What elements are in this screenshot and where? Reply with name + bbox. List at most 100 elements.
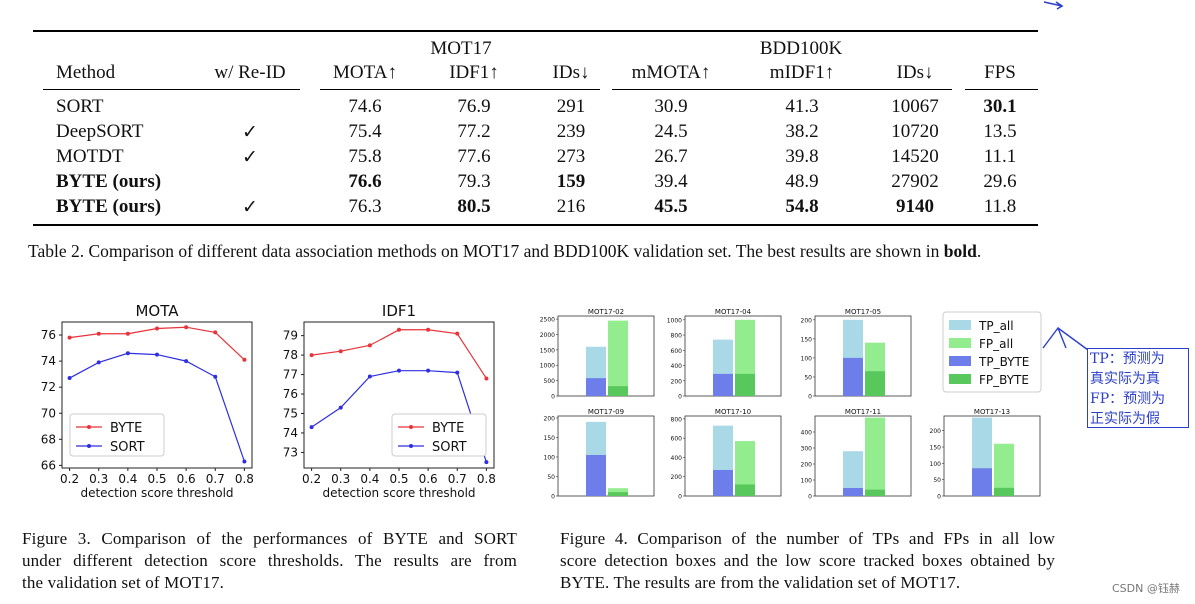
table-cell: 30.9 xyxy=(654,96,688,117)
data-point-byte xyxy=(367,343,372,348)
table-group-header-mot17: MOT17 xyxy=(430,38,492,59)
y-tick-label: 50 xyxy=(804,374,812,381)
chart-title: MOTA xyxy=(135,302,179,320)
table-cell: 80.5 xyxy=(457,196,491,217)
panel-title: MOT17-04 xyxy=(715,308,752,316)
panel-title: MOT17-02 xyxy=(588,308,624,316)
figure4-caption-line: score detection boxes and the low score … xyxy=(560,551,1055,570)
panel-title: MOT17-05 xyxy=(845,308,881,316)
table-header-cell: MOTA↑ xyxy=(333,62,397,83)
table-row-method: SORT xyxy=(56,96,104,117)
y-tick-label: 74 xyxy=(41,354,56,368)
data-point-byte xyxy=(155,326,159,331)
table-cell: 13.5 xyxy=(983,121,1017,142)
annotation-line: 真实际为真 xyxy=(1090,371,1160,387)
legend-label: BYTE xyxy=(432,421,464,436)
table-cell: 14520 xyxy=(891,146,939,167)
annotation-line: TP：预测为 xyxy=(1090,351,1165,367)
legend-label: BYTE xyxy=(110,421,142,436)
table-cell: ✓ xyxy=(242,197,258,218)
data-point-byte xyxy=(426,327,431,332)
legend-label: FP_BYTE xyxy=(979,373,1029,387)
table-bottom-rule xyxy=(33,224,1038,226)
table-cell: 76.3 xyxy=(348,196,382,217)
bar-panel-mot17-04: MOT17-04 0 200 400 600 800 1000 xyxy=(667,308,782,401)
bar-panel-mot17-13: MOT17-13 0 50 100 150 200 xyxy=(930,408,1041,501)
table-cell: 76.9 xyxy=(457,96,491,117)
table-caption-end: . xyxy=(976,241,982,261)
bar-panel-mot17-05: MOT17-05 0 50 100 150 200 xyxy=(801,308,912,401)
legend-label: SORT xyxy=(110,440,145,455)
table-cell: 75.4 xyxy=(348,121,382,142)
data-point-sort xyxy=(309,425,314,430)
table-mot17-group-rule xyxy=(320,89,600,90)
y-tick-label: 500 xyxy=(544,378,556,385)
table-cell: 24.5 xyxy=(654,121,688,142)
y-tick-label: 73 xyxy=(283,445,298,459)
y-tick-label: 77 xyxy=(283,368,298,382)
legend-label: TP_BYTE xyxy=(978,355,1029,369)
bar-fp-all xyxy=(865,417,885,496)
table-cell: 10720 xyxy=(891,121,939,142)
y-tick-label: 200 xyxy=(930,428,942,435)
y-tick-label: 0 xyxy=(937,494,941,501)
data-point-byte xyxy=(213,330,218,335)
data-point-byte xyxy=(484,376,489,381)
y-tick-label: 0 xyxy=(678,394,682,401)
legend-marker xyxy=(409,444,413,448)
panel-title: MOT17-09 xyxy=(588,408,624,416)
y-tick-label: 800 xyxy=(671,416,683,423)
bar-fp-byte xyxy=(865,489,885,496)
y-tick-label: 2500 xyxy=(540,317,555,324)
x-tick-label: 0.7 xyxy=(206,472,225,486)
y-tick-label: 400 xyxy=(671,363,683,370)
x-tick-label: 0.6 xyxy=(419,472,438,486)
bar-fp-all xyxy=(735,441,755,496)
bar-fp-all xyxy=(608,320,628,396)
data-point-sort xyxy=(155,352,159,357)
table-caption: Table 2. Comparison of different data as… xyxy=(28,240,981,262)
data-point-byte xyxy=(309,353,314,358)
table-cell: 9140 xyxy=(896,196,934,217)
data-point-byte xyxy=(67,335,72,340)
table-caption-text: Table 2. Comparison of different data as… xyxy=(28,241,944,261)
x-tick-label: 0.3 xyxy=(331,472,350,486)
bar-fp-byte xyxy=(608,386,628,396)
x-tick-label: 0.4 xyxy=(118,472,137,486)
table-cell: 11.1 xyxy=(983,146,1017,167)
data-point-sort xyxy=(184,359,189,364)
bar-tp-byte xyxy=(713,469,733,496)
bar-tp-byte xyxy=(713,373,733,396)
table-cell: ✓ xyxy=(242,147,258,168)
legend-label: FP_all xyxy=(979,337,1013,351)
y-tick-label: 66 xyxy=(41,458,56,472)
table-cell: 291 xyxy=(556,96,586,117)
data-point-sort xyxy=(242,459,247,464)
bar-fp-byte xyxy=(735,484,755,496)
x-tick-label: 0.5 xyxy=(389,472,408,486)
table-cell: 273 xyxy=(556,146,586,167)
figure4-bar-panels: MOT17-0205001000150020002500MOT17-040200… xyxy=(540,308,1042,501)
figure3-caption-line: the validation set of MOT17. xyxy=(22,573,225,592)
table-cell: 48.9 xyxy=(785,171,819,192)
table-cell: 76.6 xyxy=(348,171,382,192)
bar-tp-byte xyxy=(586,455,606,496)
data-point-byte xyxy=(455,331,460,336)
table-header-cell: mIDF1↑ xyxy=(769,62,835,83)
table-cell: 39.8 xyxy=(785,146,819,167)
bar-fp-byte xyxy=(994,487,1014,496)
table-cell: 27902 xyxy=(891,171,939,192)
y-tick-label: 79 xyxy=(283,329,298,343)
y-tick-label: 76 xyxy=(283,387,298,401)
bar-panel-mot17-11: MOT17-11 0 100 200 300 400 xyxy=(801,408,912,501)
data-point-sort xyxy=(96,360,101,365)
bar-fp-all xyxy=(994,443,1014,496)
table-cell: 38.2 xyxy=(785,121,819,142)
table-row-method: MOTDT xyxy=(56,146,124,167)
y-tick-label: 200 xyxy=(544,415,556,422)
figure4-caption-line: Figure 4. Comparison of the number of TP… xyxy=(560,529,1055,548)
table-cell: 77.6 xyxy=(457,146,491,167)
table-header-cell: FPS xyxy=(984,62,1016,83)
x-axis-label: detection score threshold xyxy=(322,486,475,500)
data-point-sort xyxy=(426,368,431,373)
